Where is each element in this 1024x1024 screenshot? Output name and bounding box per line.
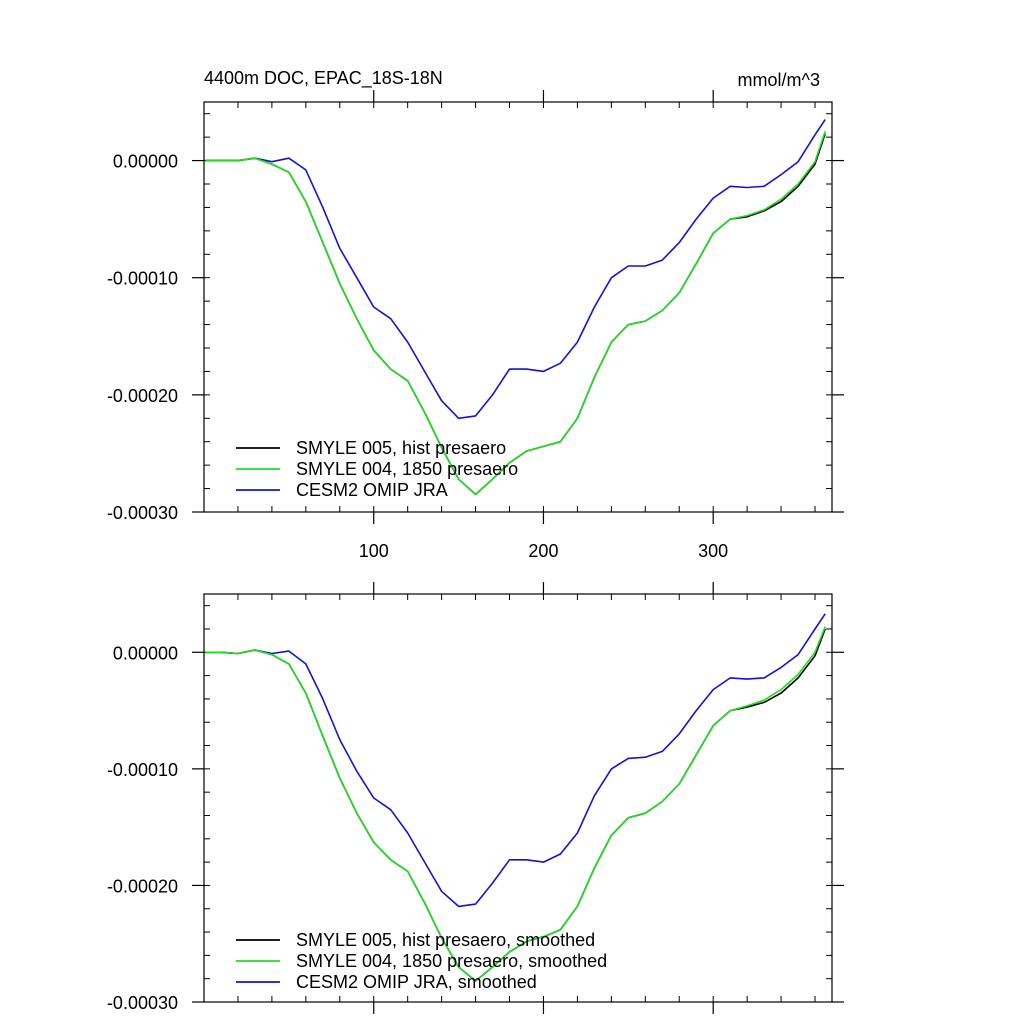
chart-title-left: 4400m DOC, EPAC_18S-18N xyxy=(204,68,443,89)
y-tick-label: 0.00000 xyxy=(113,152,178,172)
series-line-1 xyxy=(205,626,826,982)
series-line-2 xyxy=(205,613,826,908)
plot-frame xyxy=(203,593,833,1003)
y-tick-label: -0.00010 xyxy=(107,760,178,780)
y-tick-label: -0.00020 xyxy=(107,386,178,406)
y-tick-label: -0.00030 xyxy=(107,993,178,1013)
plot-frame xyxy=(203,101,833,513)
legend-label-2: CESM2 OMIP JRA, smoothed xyxy=(296,972,537,992)
legend-label-1: SMYLE 004, 1850 presaero, smoothed xyxy=(296,951,607,971)
x-tick-label: 200 xyxy=(528,541,558,561)
series-line-2 xyxy=(205,119,826,420)
series-line-1 xyxy=(205,131,826,496)
y-tick-label: 0.00000 xyxy=(113,643,178,663)
legend-label-0: SMYLE 005, hist presaero xyxy=(296,438,506,458)
legend-label-2: CESM2 OMIP JRA xyxy=(296,480,448,500)
y-tick-label: -0.00030 xyxy=(107,503,178,523)
y-tick-label: -0.00020 xyxy=(107,876,178,896)
bottom-panel: 0.00000 -0.00010 -0.00020 -0.00030 SMYLE 005… xyxy=(107,582,844,1014)
x-tick-label: 100 xyxy=(359,541,389,561)
x-tick-label: 300 xyxy=(698,541,728,561)
legend-label-1: SMYLE 004, 1850 presaero xyxy=(296,459,518,479)
chart-units-label: mmol/m^3 xyxy=(738,70,820,90)
legend-label-0: SMYLE 005, hist presaero, smoothed xyxy=(296,930,595,950)
y-tick-label: -0.00010 xyxy=(107,269,178,289)
top-panel: 100 200 300 0.00000 -0.00010 -0.00020 -0.00030… xyxy=(107,90,844,561)
